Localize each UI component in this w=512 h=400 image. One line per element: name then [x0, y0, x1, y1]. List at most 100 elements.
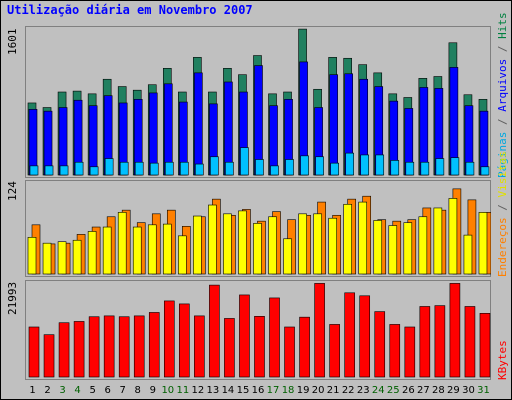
visits-bar — [72, 239, 82, 275]
kbytes-bar — [194, 315, 205, 378]
x-tick-label: 13 — [207, 385, 220, 396]
x-tick-label: 7 — [120, 385, 126, 396]
x-tick-label: 30 — [462, 385, 475, 396]
kbytes-bar — [163, 300, 175, 378]
x-tick-label: 26 — [402, 385, 415, 396]
visits-bar — [388, 225, 398, 275]
x-tick-label: 8 — [135, 385, 141, 396]
visits-bar — [343, 203, 352, 275]
bottom-panel-ymax-label: 21993 — [6, 282, 19, 316]
kbytes-bar — [133, 315, 145, 378]
visits-bar — [433, 207, 443, 275]
x-tick-label: 5 — [89, 385, 95, 396]
middle-legend-item: Endereços — [496, 217, 509, 277]
visits-bar — [403, 222, 413, 275]
x-tick-label: 3 — [59, 385, 65, 396]
pages-bar — [119, 161, 129, 176]
x-tick-label: 21 — [327, 385, 340, 396]
kbytes-bar — [284, 326, 295, 378]
top-legend-item: Arquivos — [496, 58, 509, 112]
files-bar — [194, 72, 203, 176]
files-bar — [329, 74, 338, 176]
x-tick-label: 12 — [192, 385, 205, 396]
pages-bar — [300, 155, 309, 176]
kbytes-bar — [118, 316, 130, 378]
visits-bar — [162, 223, 172, 275]
visits-bar — [373, 220, 383, 275]
pages-bar — [375, 154, 385, 176]
pages-bar — [345, 152, 354, 176]
visits-bar — [358, 201, 368, 275]
files-bar — [479, 110, 489, 176]
kbytes-bar — [43, 334, 55, 378]
pages-bar — [270, 165, 279, 176]
kbytes-bar — [209, 284, 220, 378]
visits-bar — [298, 213, 307, 275]
middle-panel-ymax-label: 124 — [6, 181, 19, 201]
pages-bar — [149, 162, 159, 176]
usage-panel — [25, 26, 491, 178]
x-tick-label: 6 — [104, 385, 110, 396]
visits-bar — [478, 212, 488, 275]
x-tick-label: 23 — [357, 385, 370, 396]
files-bar — [28, 109, 38, 176]
x-axis-labels: 1 2 3 4 5 6 7 8 9 10 11 12 13 14 15 16 17 18 19 20 21 22 23 24 2… — [25, 381, 491, 397]
pages-bar — [330, 162, 339, 176]
x-tick-label: 16 — [252, 385, 265, 396]
x-tick-label: 11 — [176, 385, 189, 396]
kbytes-bar — [314, 283, 325, 378]
visits-bar — [147, 224, 157, 275]
x-tick-label: 17 — [267, 385, 280, 396]
x-tick-label: 1 — [29, 385, 35, 396]
visits-bar — [283, 238, 292, 275]
files-bar — [224, 81, 233, 176]
kbytes-bar — [73, 321, 85, 378]
kbytes-bar — [419, 306, 431, 378]
visits-bar — [253, 223, 262, 275]
visitors-panel — [25, 180, 491, 277]
pages-bar — [450, 157, 460, 176]
kbytes-bar — [103, 315, 115, 378]
top-legend-item: / — [496, 111, 509, 132]
visits-bar — [328, 217, 337, 275]
panel-frame — [25, 26, 491, 178]
kbytes-bar — [148, 312, 160, 378]
pages-bar — [360, 154, 370, 176]
visits-bar — [223, 213, 232, 275]
visits-bar — [463, 234, 473, 275]
x-tick-label: 4 — [74, 385, 80, 396]
kbytes-bar — [179, 303, 190, 378]
x-tick-label: 18 — [282, 385, 295, 396]
files-bar — [58, 107, 68, 176]
x-tick-label: 31 — [477, 385, 490, 396]
pages-bar — [405, 161, 415, 176]
x-tick-label: 20 — [312, 385, 325, 396]
x-tick-label: 22 — [342, 385, 355, 396]
kbytes-bar — [344, 292, 355, 378]
x-tick-label: 25 — [387, 385, 400, 396]
x-tick-label: 29 — [447, 385, 460, 396]
pages-bar — [89, 166, 99, 176]
pages-bar — [465, 161, 475, 176]
visits-bar — [57, 241, 67, 275]
top-panel-ymax-label: 1601 — [6, 29, 19, 56]
pages-bar — [29, 165, 39, 176]
files-bar — [148, 92, 158, 176]
kbytes-bar — [479, 313, 491, 378]
files-bar — [269, 105, 278, 176]
kbytes-bar — [28, 326, 40, 378]
pages-bar — [390, 160, 400, 176]
kbytes-bar — [88, 316, 100, 378]
kbytes-bar — [224, 318, 235, 378]
pages-bar — [315, 156, 324, 176]
kbytes-bar — [329, 324, 340, 378]
kbytes-bar — [254, 316, 265, 378]
x-tick-label: 28 — [432, 385, 445, 396]
bottom-legend-item: KBytes — [496, 340, 509, 380]
files-bar — [163, 83, 173, 176]
x-tick-label: 24 — [372, 385, 385, 396]
pages-bar — [225, 161, 234, 176]
files-bar — [419, 87, 429, 176]
visits-bar — [448, 198, 458, 275]
